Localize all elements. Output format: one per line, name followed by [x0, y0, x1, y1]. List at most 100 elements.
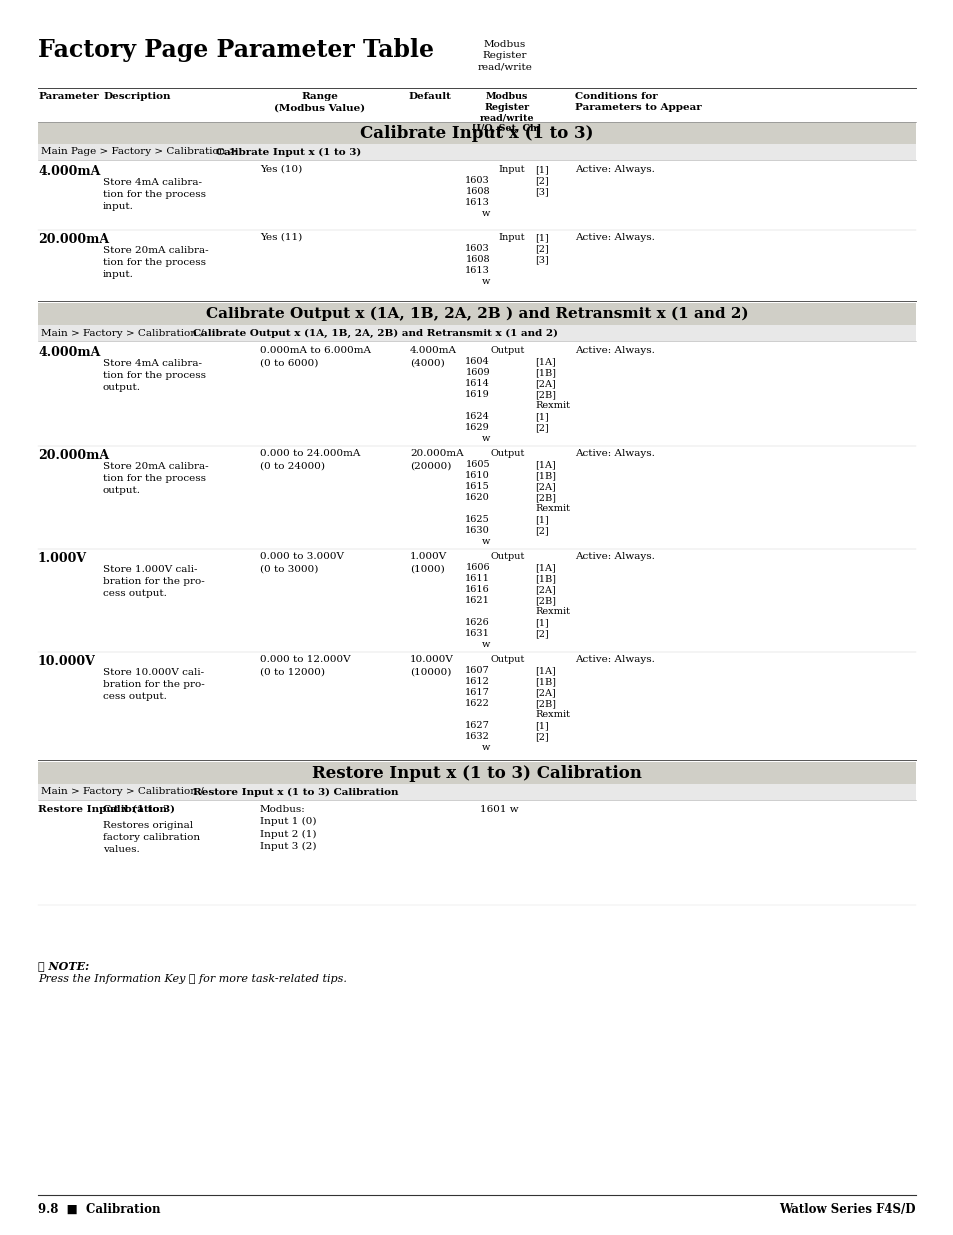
Text: Output: Output [490, 450, 524, 458]
Text: 1630: 1630 [465, 526, 490, 535]
Text: [2]: [2] [535, 424, 548, 432]
Text: Active: Always.: Active: Always. [575, 165, 654, 174]
Text: 1621: 1621 [465, 597, 490, 605]
Bar [38, 784, 915, 800]
Text: 1629: 1629 [465, 424, 490, 432]
Bar [38, 122, 915, 144]
Text: Active: Always.: Active: Always. [575, 655, 654, 664]
Text: 1620: 1620 [465, 493, 490, 501]
Text: 1603: 1603 [465, 177, 490, 185]
Text: 4.000mA: 4.000mA [38, 346, 100, 359]
Text: Calibration: Calibration [103, 805, 168, 814]
Text: 0.000 to 3.000V
(0 to 3000): 0.000 to 3.000V (0 to 3000) [260, 552, 344, 573]
Text: Range
(Modbus Value): Range (Modbus Value) [274, 91, 365, 112]
Text: Main Page > Factory > Calibration >: Main Page > Factory > Calibration > [41, 147, 240, 157]
Bar [38, 144, 915, 161]
Text: [2]: [2] [535, 732, 548, 741]
Text: Restore Input x (1 to 3): Restore Input x (1 to 3) [38, 805, 174, 814]
Text: 1612: 1612 [465, 677, 490, 685]
Text: Main > Factory > Calibration /: Main > Factory > Calibration / [41, 788, 207, 797]
Bar [38, 303, 915, 325]
Text: [2B]: [2B] [535, 597, 556, 605]
Text: 1632: 1632 [465, 732, 490, 741]
Text: [2A]: [2A] [535, 482, 556, 492]
Text: [1B]: [1B] [535, 574, 556, 583]
Text: [2B]: [2B] [535, 390, 556, 399]
Text: 0.000 to 12.000V
(0 to 12000): 0.000 to 12.000V (0 to 12000) [260, 655, 351, 676]
Text: Yes (11): Yes (11) [260, 233, 302, 242]
Text: Restore Input x (1 to 3) Calibration: Restore Input x (1 to 3) Calibration [312, 764, 641, 782]
Text: Output: Output [490, 655, 524, 664]
Text: 20.000mA: 20.000mA [38, 450, 109, 462]
Text: Output: Output [490, 346, 524, 354]
Text: 1617: 1617 [465, 688, 490, 697]
Text: Store 1.000V cali-
bration for the pro-
cess output.: Store 1.000V cali- bration for the pro- … [103, 564, 205, 598]
Text: Calibrate Output x (1A, 1B, 2A, 2B ) and Retransmit x (1 and 2): Calibrate Output x (1A, 1B, 2A, 2B ) and… [206, 306, 747, 321]
Text: Active: Always.: Active: Always. [575, 346, 654, 354]
Text: Restore Input x (1 to 3) Calibration: Restore Input x (1 to 3) Calibration [193, 788, 398, 797]
Text: 1608: 1608 [465, 254, 490, 264]
Text: Rexmit: Rexmit [535, 401, 569, 410]
Text: 1604: 1604 [465, 357, 490, 366]
Text: [1A]: [1A] [535, 666, 556, 676]
Text: 1606: 1606 [465, 563, 490, 572]
Text: w: w [481, 277, 490, 287]
Text: 1613: 1613 [465, 266, 490, 275]
Text: 1601 w: 1601 w [479, 805, 518, 814]
Text: [1]: [1] [535, 233, 548, 242]
Text: [2A]: [2A] [535, 379, 556, 388]
Text: Conditions for
Parameters to Appear: Conditions for Parameters to Appear [575, 91, 701, 112]
Text: [1]: [1] [535, 165, 548, 174]
Text: 0.000 to 24.000mA
(0 to 24000): 0.000 to 24.000mA (0 to 24000) [260, 450, 360, 471]
Text: 1614: 1614 [465, 379, 490, 388]
Text: Calibrate Input x (1 to 3): Calibrate Input x (1 to 3) [360, 125, 593, 142]
Text: [2B]: [2B] [535, 699, 556, 708]
Text: 1631: 1631 [465, 629, 490, 638]
Text: [1B]: [1B] [535, 677, 556, 685]
Text: Parameter: Parameter [38, 91, 99, 101]
Text: 1609: 1609 [465, 368, 490, 377]
Text: [2]: [2] [535, 526, 548, 535]
Text: [1]: [1] [535, 618, 548, 627]
Text: w: w [481, 743, 490, 752]
Text: Description: Description [103, 91, 171, 101]
Text: [3]: [3] [535, 254, 548, 264]
Text: [2B]: [2B] [535, 493, 556, 501]
Text: Active: Always.: Active: Always. [575, 552, 654, 561]
Text: 9.8  ■  Calibration: 9.8 ■ Calibration [38, 1203, 160, 1216]
Text: [1A]: [1A] [535, 459, 556, 469]
Text: Store 20mA calibra-
tion for the process
input.: Store 20mA calibra- tion for the process… [103, 246, 209, 279]
Text: Factory Page Parameter Table: Factory Page Parameter Table [38, 38, 434, 62]
Text: 10.000V: 10.000V [38, 655, 95, 668]
Bar [38, 325, 915, 341]
Text: 1607: 1607 [465, 666, 490, 676]
Text: Store 10.000V cali-
bration for the pro-
cess output.: Store 10.000V cali- bration for the pro-… [103, 668, 205, 701]
Text: Store 4mA calibra-
tion for the process
input.: Store 4mA calibra- tion for the process … [103, 178, 206, 211]
Text: 1611: 1611 [465, 574, 490, 583]
Text: 1615: 1615 [465, 482, 490, 492]
Text: ✔ NOTE:: ✔ NOTE: [38, 960, 90, 971]
Text: [3]: [3] [535, 186, 548, 196]
Bar [38, 762, 915, 784]
Text: [1B]: [1B] [535, 471, 556, 480]
Text: 1.000V: 1.000V [38, 552, 87, 564]
Text: Rexmit: Rexmit [535, 710, 569, 719]
Text: Press the Information Key ⓘ for more task-related tips.: Press the Information Key ⓘ for more tas… [38, 974, 347, 984]
Text: 1603: 1603 [465, 245, 490, 253]
Text: Default: Default [408, 91, 451, 101]
Text: Store 4mA calibra-
tion for the process
output.: Store 4mA calibra- tion for the process … [103, 359, 206, 393]
Text: [1]: [1] [535, 721, 548, 730]
Text: 4.000mA
(4000): 4.000mA (4000) [410, 346, 456, 367]
Text: Restores original
factory calibration
values.: Restores original factory calibration va… [103, 821, 200, 855]
Text: 1626: 1626 [465, 618, 490, 627]
Text: [1A]: [1A] [535, 357, 556, 366]
Text: Modbus
Register
read/write: Modbus Register read/write [477, 40, 532, 72]
Text: [2A]: [2A] [535, 688, 556, 697]
Text: [1B]: [1B] [535, 368, 556, 377]
Text: w: w [481, 537, 490, 546]
Text: 20.000mA: 20.000mA [38, 233, 109, 246]
Text: w: w [481, 433, 490, 443]
Text: 1627: 1627 [465, 721, 490, 730]
Text: 1605: 1605 [465, 459, 490, 469]
Text: Watlow Series F4S/D: Watlow Series F4S/D [779, 1203, 915, 1216]
